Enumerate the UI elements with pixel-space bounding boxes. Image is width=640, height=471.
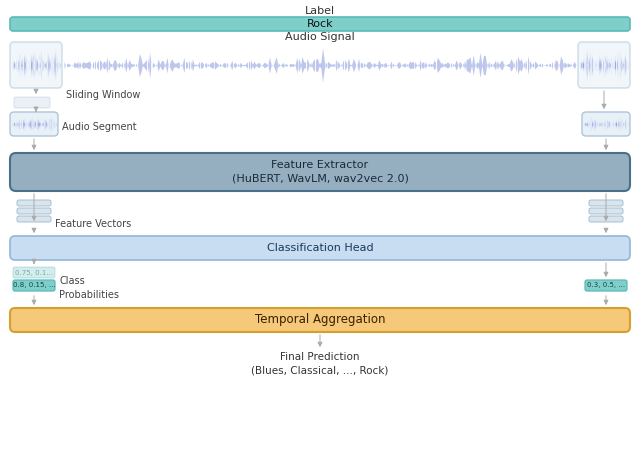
FancyBboxPatch shape (578, 42, 630, 88)
Text: Rock: Rock (307, 19, 333, 29)
Text: Classification Head: Classification Head (267, 243, 373, 253)
Text: 0.8, 0.15, ...: 0.8, 0.15, ... (13, 283, 55, 289)
FancyBboxPatch shape (17, 200, 51, 206)
FancyBboxPatch shape (589, 216, 623, 222)
FancyBboxPatch shape (589, 200, 623, 206)
Text: Label: Label (305, 6, 335, 16)
FancyBboxPatch shape (10, 153, 630, 191)
FancyBboxPatch shape (582, 112, 630, 136)
Text: Final Prediction
(Blues, Classical, ..., Rock): Final Prediction (Blues, Classical, ...,… (252, 352, 388, 375)
FancyBboxPatch shape (10, 236, 630, 260)
FancyBboxPatch shape (17, 216, 51, 222)
FancyBboxPatch shape (10, 112, 58, 136)
Text: Audio Signal: Audio Signal (285, 32, 355, 42)
FancyBboxPatch shape (13, 280, 55, 291)
Text: 0.75, 0.1...: 0.75, 0.1... (15, 269, 53, 276)
Text: Class
Probabilities: Class Probabilities (59, 276, 119, 300)
FancyBboxPatch shape (10, 42, 62, 88)
FancyBboxPatch shape (585, 280, 627, 291)
FancyBboxPatch shape (14, 97, 50, 108)
FancyBboxPatch shape (589, 208, 623, 214)
Text: 0.3, 0.5, ...: 0.3, 0.5, ... (587, 283, 625, 289)
FancyBboxPatch shape (10, 17, 630, 31)
FancyBboxPatch shape (10, 308, 630, 332)
Text: Feature Vectors: Feature Vectors (55, 219, 131, 229)
Text: Feature Extractor
(HuBERT, WavLM, wav2vec 2.0): Feature Extractor (HuBERT, WavLM, wav2ve… (232, 161, 408, 184)
Text: Sliding Window: Sliding Window (66, 90, 140, 100)
Text: Temporal Aggregation: Temporal Aggregation (255, 314, 385, 326)
FancyBboxPatch shape (17, 208, 51, 214)
Text: Audio Segment: Audio Segment (62, 122, 136, 132)
FancyBboxPatch shape (13, 267, 55, 278)
